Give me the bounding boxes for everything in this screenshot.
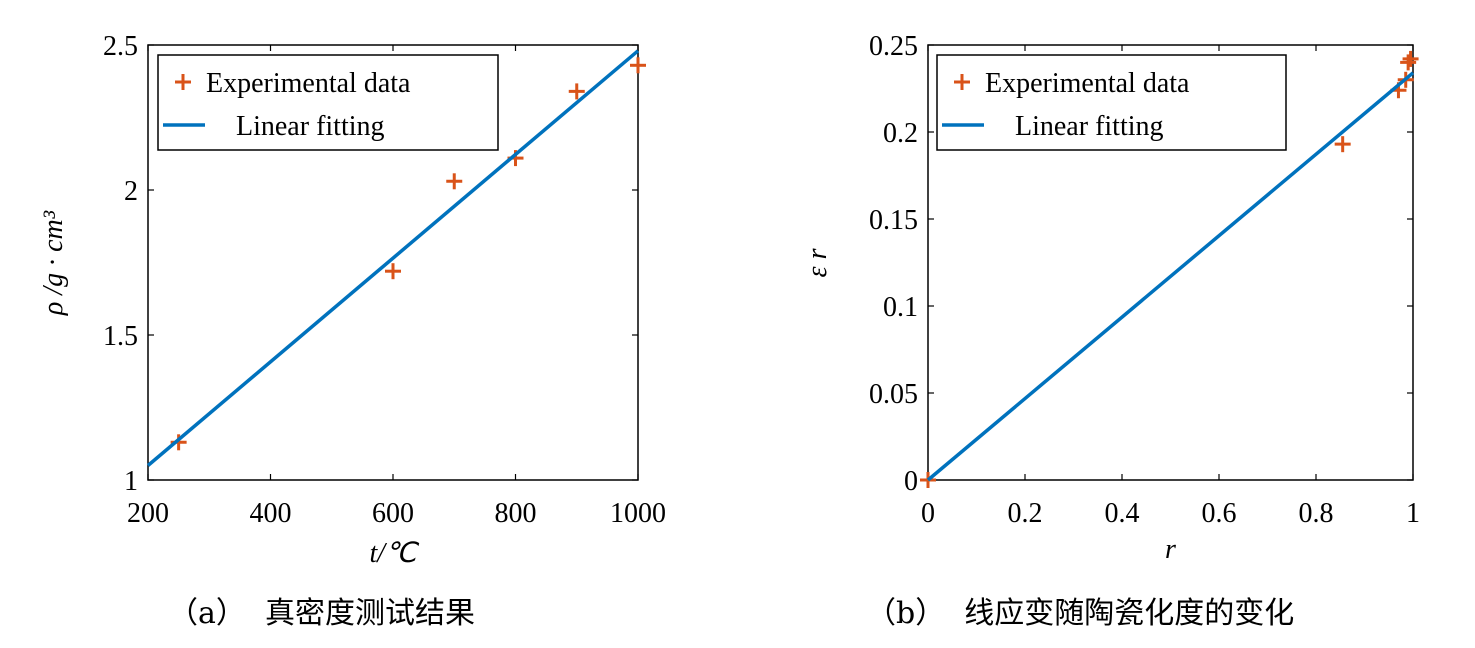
panel-b-legend-box [936, 54, 1287, 151]
panel-b-data-point [1334, 136, 1351, 153]
panel-b-x-tick-label: 0.4 [1105, 498, 1140, 529]
panel-a-y-tick-label: 1.5 [103, 321, 138, 352]
panel-b-x-tick-label: 1 [1406, 498, 1420, 529]
panel-a-x-tick-label: 600 [372, 498, 414, 529]
panel-b-x-axis-label: r [1165, 534, 1176, 565]
panel-a-data-point [630, 57, 646, 74]
panel-b-x-tick-label: 0 [921, 498, 935, 529]
panel-b-x-tick-label: 0.8 [1299, 498, 1334, 529]
panel-b-fit-line [926, 71, 1415, 482]
panel-a-x-tick-label: 800 [495, 498, 537, 529]
panel-b-legend-label-fit: Linear fitting [1015, 111, 1164, 142]
panel-b-x-tick-label: 0.6 [1202, 498, 1237, 529]
panel-a-legend: Experimental data Linear fitting [157, 54, 499, 151]
panel-a-data-point [568, 83, 585, 100]
panel-b-x-tick-label: 0.2 [1008, 498, 1043, 529]
panel-a-y-axis-label: ρ /g · cm³ [38, 210, 69, 316]
panel-b-chart: 0 0.2 0.4 0.6 0.8 1 0 0.05 0.1 0.15 0.2 0.25 r ε r Exp… [802, 31, 1420, 565]
panel-b-legend-label-data: Experimental data [985, 68, 1190, 99]
panel-b-y-tick-label: 0.15 [869, 205, 918, 236]
panel-a-y-tick-label: 1 [124, 466, 138, 497]
panel-a-x-tick-label: 1000 [610, 498, 666, 529]
caption-panel-b: （b） 线应变随陶瓷化度的变化 [866, 596, 1295, 631]
panel-a-y-tick-label: 2.5 [103, 31, 138, 62]
panel-b-y-tick-label: 0.1 [883, 292, 918, 323]
panel-b-y-axis-label: ε r [802, 248, 833, 277]
panel-a-y-tick-label: 2 [124, 176, 138, 207]
panel-a-legend-box [157, 54, 499, 151]
panel-a-legend-label-fit: Linear fitting [236, 111, 385, 142]
panel-b-axes-box [927, 44, 1414, 481]
panel-a-legend-label-data: Experimental data [206, 68, 411, 99]
panel-b-y-tick-label: 0 [904, 466, 918, 497]
caption-panel-a: （a） 真密度测试结果 [168, 596, 475, 631]
panel-a-fit-line [146, 49, 640, 467]
panel-b-y-tick-label: 0.05 [869, 379, 918, 410]
panel-b-data-point [1402, 50, 1419, 67]
panel-a-data-point [385, 263, 401, 280]
panel-b-y-tick-label: 0.25 [869, 31, 918, 62]
panel-a-x-axis-label: t/℃ [369, 538, 420, 569]
panel-a-x-tick-label: 200 [127, 498, 169, 529]
panel-b-legend: Experimental data Linear fitting [936, 54, 1287, 151]
panel-b-data-point [1400, 54, 1417, 71]
panel-a-chart: 200 400 600 800 1000 1 1.5 2 2.5 t/℃ ρ /g · cm³ Exp… [38, 31, 666, 569]
panel-a-x-tick-label: 400 [250, 498, 292, 529]
panel-b-y-tick-label: 0.2 [883, 118, 918, 149]
panel-a-data-point [446, 173, 463, 190]
